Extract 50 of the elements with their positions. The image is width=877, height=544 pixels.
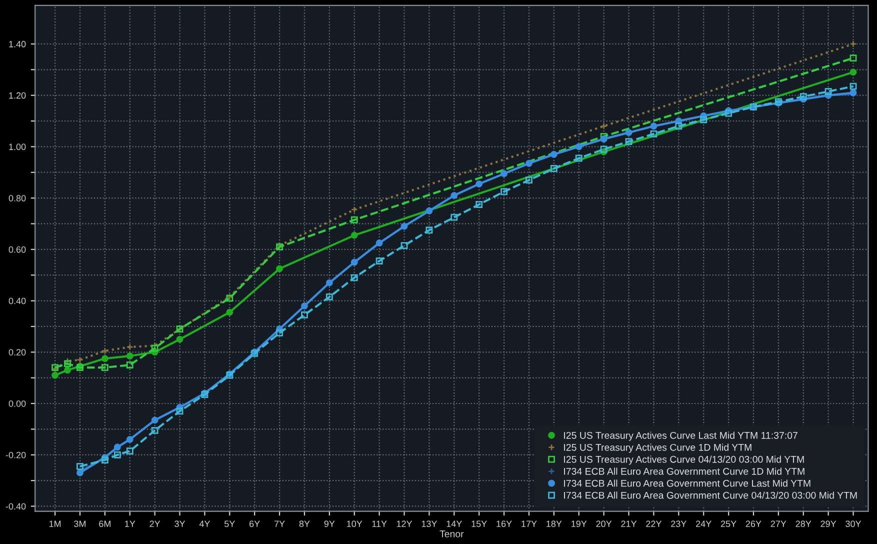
x-tick-label: 6Y xyxy=(250,520,260,528)
legend-label: I25 US Treasury Actives Curve 04/13/20 03:00 Mid YTM xyxy=(564,456,804,465)
x-tick-label: 7Y xyxy=(274,520,285,527)
x-tick-label: 27Y xyxy=(770,520,786,527)
y-tick-label: 0.20 xyxy=(8,349,26,356)
y-tick-label: -0.20 xyxy=(6,452,26,458)
x-tick-label: 10Y xyxy=(347,520,362,528)
legend-label: I25 US Treasury Actives Curve Last Mid YTM 11:37:07 xyxy=(564,432,798,441)
x-tick-label: 9Y xyxy=(324,520,335,528)
x-tick-label: 23Y xyxy=(671,520,686,528)
y-tick-label: 1.20 xyxy=(9,92,26,99)
x-tick-label: 29Y xyxy=(820,520,836,528)
x-tick-label: 2Y xyxy=(150,520,160,527)
x-tick-label: 8Y xyxy=(299,520,310,528)
x-tick-label: 30Y xyxy=(846,520,862,528)
legend-label: I25 US Treasury Actives Curve 1D Mid YTM xyxy=(564,444,752,453)
x-tick-label: 1Y xyxy=(125,520,136,527)
legend-label: I734 ECB All Euro Area Government Curve 04/13/20 03:00 Mid YTM xyxy=(564,492,857,499)
x-tick-label: 4Y xyxy=(199,520,210,527)
legend-label: I734 ECB All Euro Area Government Curve Last Mid YTM xyxy=(564,480,810,487)
x-tick-label: 16Y xyxy=(496,520,512,528)
y-tick-label: -0.40 xyxy=(6,503,26,510)
x-tick-label: 25Y xyxy=(720,520,736,528)
x-tick-label: 19Y xyxy=(572,520,587,528)
x-tick-label: 20Y xyxy=(596,520,612,528)
x-tick-label: 3M xyxy=(74,520,86,528)
x-tick-label: 22Y xyxy=(646,520,662,527)
legend-label: I734 ECB All Euro Area Government Curve 1D Mid YTM xyxy=(564,468,804,475)
y-tick-label: 0.60 xyxy=(8,246,26,253)
x-tick-label: 14Y xyxy=(446,520,462,527)
x-tick-label: 13Y xyxy=(422,520,438,528)
x-tick-label: 26Y xyxy=(746,520,762,528)
y-tick-label: 0.00 xyxy=(8,400,26,407)
x-axis-title: Tenor xyxy=(440,530,464,538)
y-tick-label: 1.40 xyxy=(9,40,26,48)
x-tick-label: 6M xyxy=(99,520,110,528)
x-tick-label: 24Y xyxy=(696,520,712,527)
x-tick-label: 11Y xyxy=(372,520,387,527)
y-tick-label: 1.00 xyxy=(9,144,26,150)
x-tick-label: 5Y xyxy=(224,520,235,528)
y-tick-label: 0.40 xyxy=(8,298,26,304)
y-tick-label: 0.80 xyxy=(8,195,26,202)
x-tick-label: 21Y xyxy=(621,520,637,527)
x-tick-label: 28Y xyxy=(796,520,812,528)
x-tick-label: 1M xyxy=(49,520,61,527)
x-tick-label: 17Y xyxy=(522,520,537,527)
x-tick-label: 12Y xyxy=(396,520,412,527)
x-tick-label: 3Y xyxy=(174,520,186,528)
x-tick-label: 18Y xyxy=(546,520,562,528)
x-tick-label: 15Y xyxy=(472,520,487,528)
